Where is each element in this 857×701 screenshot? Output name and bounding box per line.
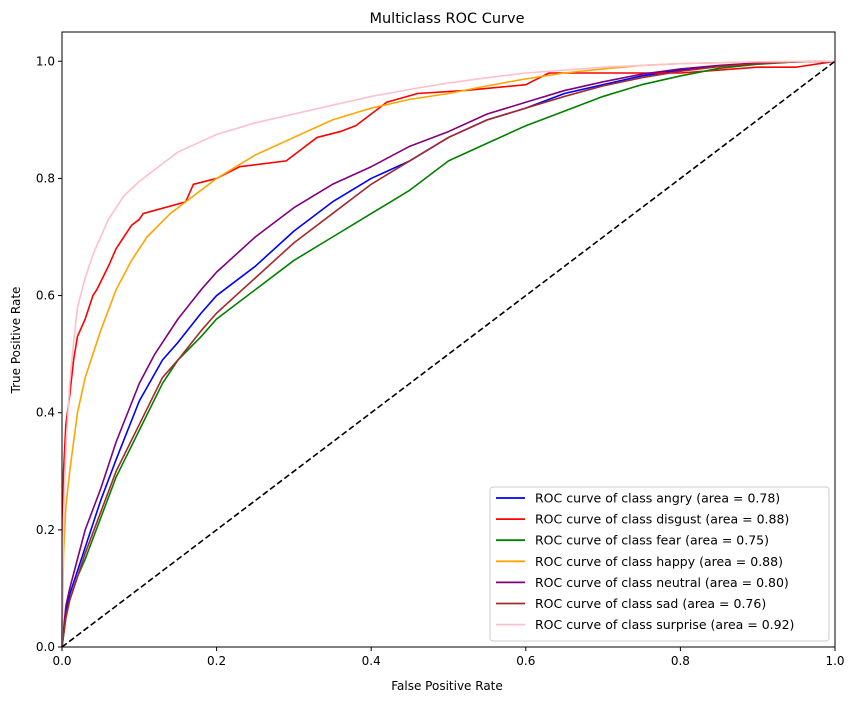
legend-label: ROC curve of class fear (area = 0.75) bbox=[535, 533, 769, 548]
plot-area bbox=[61, 60, 836, 648]
x-tick-label: 0.0 bbox=[52, 654, 71, 668]
x-axis-label: False Positive Rate bbox=[391, 679, 503, 693]
legend-label: ROC curve of class surprise (area = 0.92… bbox=[535, 617, 794, 632]
y-axis-label: True Positive Rate bbox=[9, 287, 23, 395]
y-tick-label: 0.2 bbox=[36, 523, 55, 537]
x-axis: 0.0 0.2 0.4 0.6 0.8 1.0 bbox=[52, 647, 845, 668]
legend-label: ROC curve of class happy (area = 0.88) bbox=[535, 554, 783, 569]
roc-line-series-6 bbox=[61, 60, 836, 648]
y-axis: 0.0 0.2 0.4 0.6 0.8 1.0 bbox=[36, 54, 62, 654]
roc-line-series-2 bbox=[61, 60, 836, 648]
y-tick-label: 0.0 bbox=[36, 640, 55, 654]
x-tick-label: 0.4 bbox=[362, 654, 381, 668]
roc-line-series-3 bbox=[61, 60, 836, 648]
roc-line-series-4 bbox=[61, 60, 836, 648]
x-tick-label: 1.0 bbox=[825, 654, 844, 668]
x-tick-label: 0.6 bbox=[516, 654, 535, 668]
y-tick-label: 0.4 bbox=[36, 406, 55, 420]
y-tick-label: 1.0 bbox=[36, 54, 55, 68]
legend-label: ROC curve of class disgust (area = 0.88) bbox=[535, 512, 789, 527]
legend-label: ROC curve of class neutral (area = 0.80) bbox=[535, 575, 789, 590]
legend: ROC curve of class angry (area = 0.78) RO… bbox=[489, 486, 830, 642]
legend-label: ROC curve of class angry (area = 0.78) bbox=[535, 491, 780, 506]
axes-frame bbox=[61, 31, 836, 648]
x-tick-label: 0.8 bbox=[671, 654, 690, 668]
y-tick-label: 0.8 bbox=[36, 171, 55, 185]
chart-title: Multiclass ROC Curve bbox=[369, 11, 524, 27]
legend-label: ROC curve of class sad (area = 0.76) bbox=[535, 596, 766, 611]
roc-line-series-5 bbox=[61, 60, 836, 648]
x-tick-label: 0.2 bbox=[207, 654, 226, 668]
legend-box bbox=[489, 486, 830, 642]
y-tick-label: 0.6 bbox=[36, 289, 55, 303]
